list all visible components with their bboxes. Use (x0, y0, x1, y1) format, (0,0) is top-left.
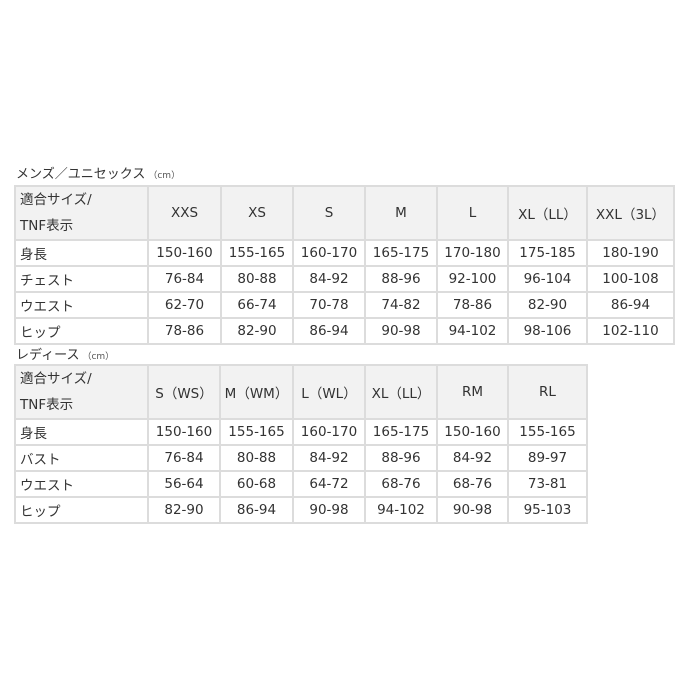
row-label: 身長 (14, 239, 149, 267)
table-cell: 155-165 (220, 239, 294, 267)
table-cell: 155-165 (219, 418, 294, 446)
table-cell: 86-94 (292, 317, 366, 345)
ladies-title: レディース （cm） (16, 344, 114, 363)
table-cell: 150-160 (147, 418, 221, 446)
size-header: S（WS） (147, 364, 221, 420)
header-label-line2: TNF表示 (20, 397, 74, 413)
table-cell: 80-88 (219, 444, 294, 472)
table-cell: 96-104 (507, 265, 588, 293)
table-cell: 80-88 (220, 265, 294, 293)
table-row: チェスト 76-84 80-88 84-92 88-96 92-100 96-104 100-… (14, 265, 675, 293)
table-cell: 62-70 (147, 291, 222, 319)
table-cell: 82-90 (147, 496, 221, 524)
table-cell: 73-81 (507, 470, 588, 498)
table-cell: 70-78 (292, 291, 366, 319)
header-label-line2: TNF表示 (20, 218, 74, 234)
size-header: XXS (147, 185, 222, 241)
size-header: L（WL） (292, 364, 366, 420)
mens-size-table: 適合サイズ/TNF表示 XXS XS S M L XL（LL） XXL（3L） 身長 150-16… (14, 185, 675, 345)
mens-title: メンズ／ユニセックス （cm） (16, 163, 180, 182)
table-cell: 90-98 (364, 317, 438, 345)
header-row: 適合サイズ/TNF表示 XXS XS S M L XL（LL） XXL（3L） (14, 185, 675, 241)
table-cell: 84-92 (436, 444, 509, 472)
table-cell: 86-94 (586, 291, 675, 319)
table-cell: 76-84 (147, 265, 222, 293)
table-cell: 155-165 (507, 418, 588, 446)
row-label: ウエスト (14, 470, 149, 498)
size-header: L (436, 185, 509, 241)
size-header: XL（LL） (507, 185, 588, 241)
size-header: RL (507, 364, 588, 420)
table-row: 身長 150-160 155-165 160-170 165-175 150-160 155… (14, 418, 588, 446)
table-cell: 74-82 (364, 291, 438, 319)
table-cell: 78-86 (147, 317, 222, 345)
size-label-header: 適合サイズ/TNF表示 (14, 364, 149, 420)
table-cell: 100-108 (586, 265, 675, 293)
table-row: ヒップ 82-90 86-94 90-98 94-102 90-98 95-103 (14, 496, 588, 524)
size-header: RM (436, 364, 509, 420)
table-cell: 170-180 (436, 239, 509, 267)
table-cell: 90-98 (292, 496, 366, 524)
table-row: ウエスト 56-64 60-68 64-72 68-76 68-76 73-81 (14, 470, 588, 498)
row-label: ヒップ (14, 496, 149, 524)
row-label: バスト (14, 444, 149, 472)
size-header: S (292, 185, 366, 241)
table-cell: 175-185 (507, 239, 588, 267)
row-label: チェスト (14, 265, 149, 293)
table-cell: 150-160 (147, 239, 222, 267)
header-label-line1: 適合サイズ/ (20, 192, 92, 208)
size-header: XS (220, 185, 294, 241)
table-cell: 94-102 (364, 496, 438, 524)
table-cell: 150-160 (436, 418, 509, 446)
ladies-size-table: 適合サイズ/TNF表示 S（WS） M（WM） L（WL） XL（LL） RM RL 身長 15… (14, 364, 588, 524)
row-label: ヒップ (14, 317, 149, 345)
table-cell: 89-97 (507, 444, 588, 472)
size-header: M（WM） (219, 364, 294, 420)
size-header: XXL（3L） (586, 185, 675, 241)
table-cell: 64-72 (292, 470, 366, 498)
table-cell: 82-90 (507, 291, 588, 319)
table-cell: 68-76 (436, 470, 509, 498)
table-cell: 84-92 (292, 444, 366, 472)
header-label-line1: 適合サイズ/ (20, 371, 92, 387)
size-header: M (364, 185, 438, 241)
ladies-title-text: レディース (16, 348, 80, 363)
table-cell: 165-175 (364, 418, 438, 446)
table-cell: 60-68 (219, 470, 294, 498)
table-cell: 165-175 (364, 239, 438, 267)
table-cell: 86-94 (219, 496, 294, 524)
ladies-unit: （cm） (82, 352, 115, 362)
table-cell: 160-170 (292, 239, 366, 267)
table-cell: 76-84 (147, 444, 221, 472)
table-cell: 56-64 (147, 470, 221, 498)
table-cell: 84-92 (292, 265, 366, 293)
table-cell: 78-86 (436, 291, 509, 319)
mens-title-text: メンズ／ユニセックス (16, 167, 146, 182)
table-cell: 68-76 (364, 470, 438, 498)
table-row: ウエスト 62-70 66-74 70-78 74-82 78-86 82-90 86-94 (14, 291, 675, 319)
table-cell: 88-96 (364, 444, 438, 472)
table-cell: 180-190 (586, 239, 675, 267)
mens-unit: （cm） (148, 171, 181, 181)
table-cell: 82-90 (220, 317, 294, 345)
table-cell: 94-102 (436, 317, 509, 345)
table-cell: 92-100 (436, 265, 509, 293)
table-cell: 90-98 (436, 496, 509, 524)
size-label-header: 適合サイズ/TNF表示 (14, 185, 149, 241)
size-header: XL（LL） (364, 364, 438, 420)
table-row: バスト 76-84 80-88 84-92 88-96 84-92 89-97 (14, 444, 588, 472)
table-row: 身長 150-160 155-165 160-170 165-175 170-180 175… (14, 239, 675, 267)
table-cell: 95-103 (507, 496, 588, 524)
table-cell: 66-74 (220, 291, 294, 319)
table-cell: 102-110 (586, 317, 675, 345)
header-row: 適合サイズ/TNF表示 S（WS） M（WM） L（WL） XL（LL） RM RL (14, 364, 588, 420)
row-label: ウエスト (14, 291, 149, 319)
row-label: 身長 (14, 418, 149, 446)
table-cell: 160-170 (292, 418, 366, 446)
table-cell: 98-106 (507, 317, 588, 345)
table-row: ヒップ 78-86 82-90 86-94 90-98 94-102 98-106 102-1… (14, 317, 675, 345)
table-cell: 88-96 (364, 265, 438, 293)
